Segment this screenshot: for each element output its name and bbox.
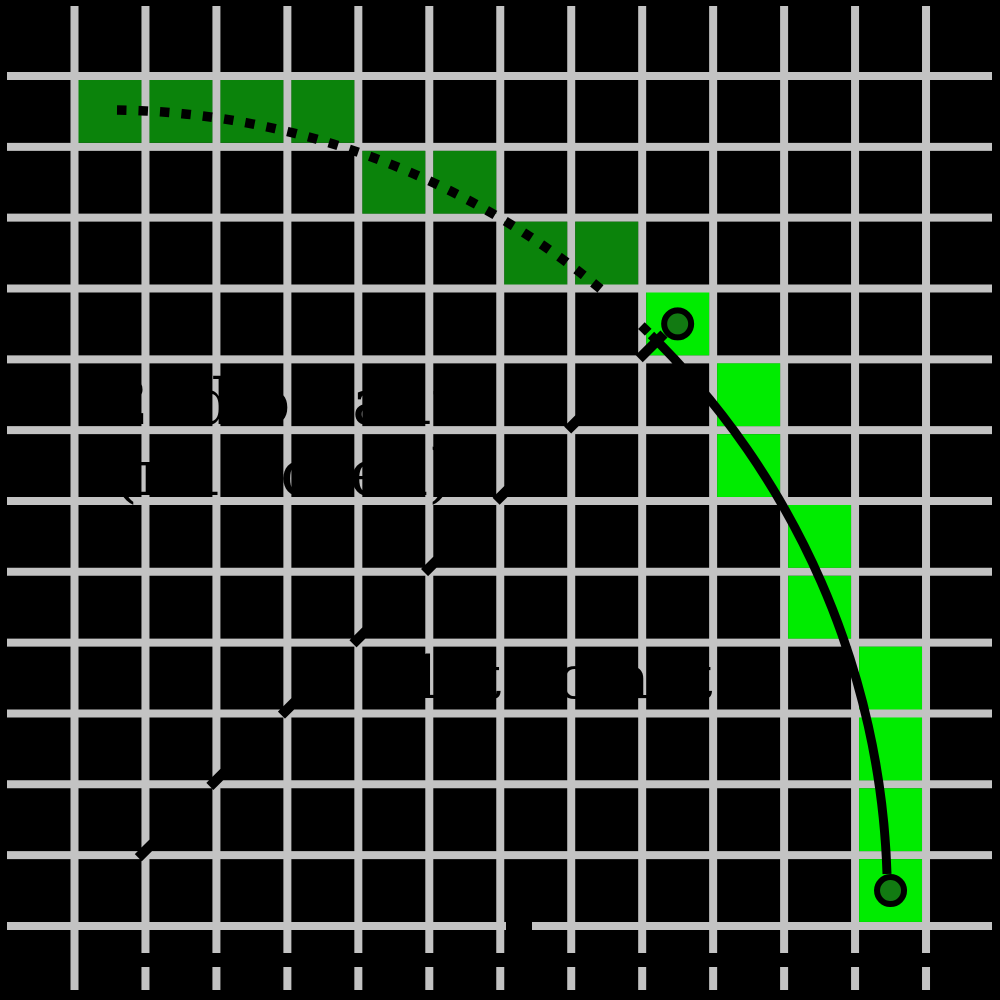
arcs-and-radius-line: [116, 105, 892, 875]
dashed-radius-line: [129, 330, 668, 867]
unknown-mark: [525, 911, 535, 921]
mirrored-octant-pixel: [220, 80, 284, 143]
mirrored-octant-pixel: [504, 221, 568, 285]
mirrored-octant-pixel: [78, 80, 142, 143]
arc-endpoint-dot: [874, 874, 908, 908]
label-octant2-line1: 2nd octant: [109, 366, 458, 440]
grid-lines: [7, 6, 992, 990]
solid-arc-first-octant: [647, 331, 892, 875]
unknown-mark: [506, 920, 532, 933]
endpoint-dots: [661, 307, 908, 908]
mirrored-octant-pixel: [149, 80, 213, 143]
mirrored-octant-pixel: [433, 150, 497, 214]
small-marks: [506, 911, 535, 933]
mirrored-octant-pixel: [575, 221, 639, 285]
arc-endpoint-dot: [661, 307, 695, 341]
label-octant1: 1st octant: [408, 643, 713, 713]
first-octant-pixel: [859, 788, 923, 852]
label-octant2-line2: (mirrored): [113, 437, 453, 511]
first-octant-pixel: [859, 646, 923, 710]
mirrored-octant-pixel: [291, 80, 355, 143]
